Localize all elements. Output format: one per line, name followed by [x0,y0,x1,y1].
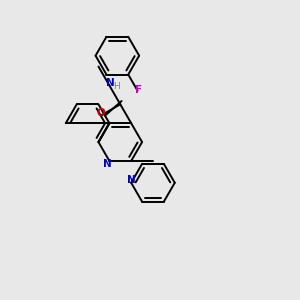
Text: F: F [135,85,142,94]
Text: N: N [106,79,115,88]
Text: H: H [113,82,120,91]
Text: O: O [96,108,105,118]
Text: N: N [103,159,112,169]
Text: N: N [127,175,136,185]
